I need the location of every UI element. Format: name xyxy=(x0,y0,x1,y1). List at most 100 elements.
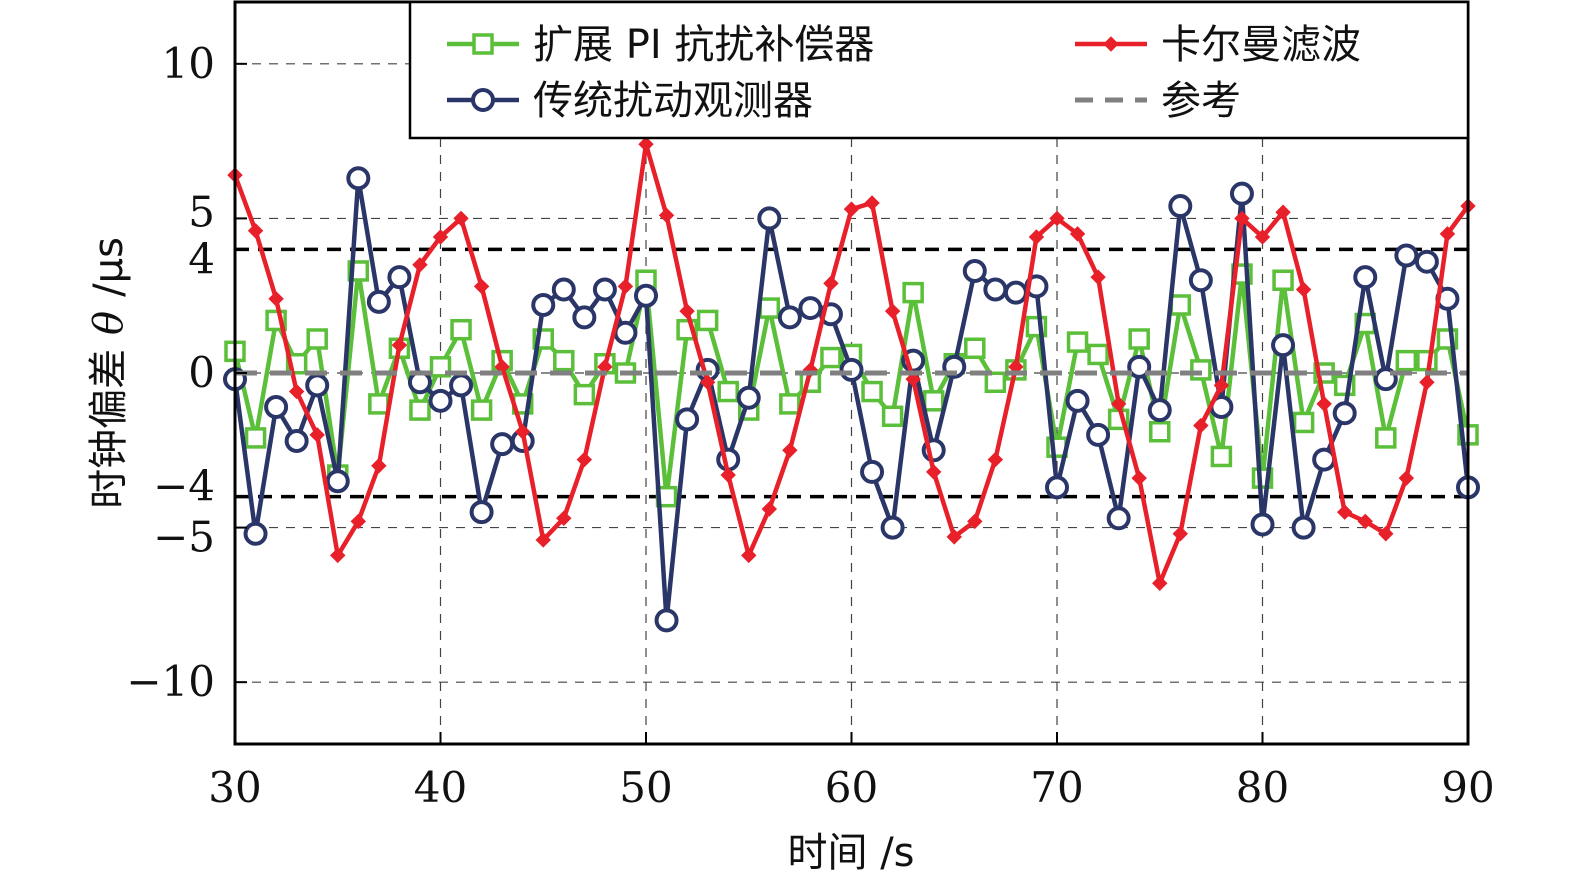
data-point xyxy=(1357,513,1373,530)
data-point xyxy=(1087,343,1109,366)
data-point xyxy=(1272,269,1294,291)
data-point xyxy=(1028,229,1045,245)
data-point xyxy=(1292,411,1315,434)
data-point xyxy=(861,380,883,403)
data-point xyxy=(967,513,983,530)
data-point xyxy=(371,458,387,474)
data-point xyxy=(696,309,719,332)
data-point xyxy=(268,291,284,307)
data-point xyxy=(654,608,679,633)
data-point xyxy=(264,395,289,420)
data-point xyxy=(576,451,593,468)
legend-label: 扩展 PI 抗扰补偿器 xyxy=(533,22,874,68)
data-point xyxy=(1169,294,1192,316)
data-point xyxy=(1213,377,1230,394)
data-point xyxy=(1234,210,1250,227)
data-point xyxy=(288,383,305,400)
data-point xyxy=(1049,210,1065,227)
x-tick-label: 80 xyxy=(1236,763,1289,812)
data-point xyxy=(573,383,596,406)
y-tick-label: −4 xyxy=(153,462,215,511)
data-point xyxy=(658,207,675,224)
data-point xyxy=(679,303,695,319)
data-point xyxy=(1086,422,1111,447)
data-point xyxy=(1250,512,1275,537)
data-point xyxy=(1394,243,1419,268)
data-point xyxy=(387,265,412,290)
series-0 xyxy=(224,260,1479,508)
data-point xyxy=(720,467,736,483)
data-point xyxy=(1398,470,1415,486)
series-1 xyxy=(223,166,1480,633)
data-point xyxy=(1316,396,1332,412)
data-point xyxy=(494,359,510,375)
legend-entry: 传统扰动观测器 xyxy=(447,78,813,124)
data-point xyxy=(1127,354,1152,379)
data-point xyxy=(922,390,945,412)
data-point xyxy=(675,407,700,432)
y-axis-title: 时钟偏差 θ/μs xyxy=(86,237,132,509)
legend-entry: 参考 xyxy=(1075,78,1241,124)
y-tick-label: 10 xyxy=(162,39,215,88)
data-point xyxy=(247,223,264,239)
svg-text:时钟偏差θ/μs: 时钟偏差 θ/μs xyxy=(86,237,132,509)
data-point xyxy=(391,337,408,353)
data-point xyxy=(1395,349,1418,372)
data-point xyxy=(471,88,495,112)
data-point xyxy=(987,451,1004,468)
legend-entry: 扩展 PI 抗扰补偿器 xyxy=(447,22,874,68)
data-point xyxy=(1128,328,1150,350)
data-point xyxy=(1271,333,1296,358)
data-point xyxy=(432,229,449,245)
data-point xyxy=(843,201,860,217)
data-point xyxy=(572,305,597,330)
y-axis-title-symbol: θ xyxy=(86,311,132,335)
data-point xyxy=(535,532,551,548)
data-point xyxy=(350,513,367,530)
data-point xyxy=(1414,249,1439,274)
data-point xyxy=(366,289,391,314)
data-point xyxy=(1106,506,1131,531)
data-point xyxy=(473,278,490,295)
data-point xyxy=(1439,226,1456,242)
data-point xyxy=(305,373,330,398)
data-point xyxy=(1353,265,1378,290)
data-point xyxy=(1188,268,1213,293)
data-point xyxy=(757,206,782,231)
data-point xyxy=(409,399,431,421)
data-point xyxy=(325,469,350,494)
legend-box xyxy=(408,0,1470,140)
legend-label: 卡尔曼滤波 xyxy=(1161,22,1361,68)
data-point xyxy=(864,195,880,211)
x-axis-title: 时间 /s xyxy=(787,830,914,876)
data-point xyxy=(823,275,839,292)
y-tick-label: 0 xyxy=(188,348,215,397)
data-point xyxy=(450,318,472,341)
data-point xyxy=(551,277,576,302)
data-point xyxy=(1336,504,1353,520)
data-point xyxy=(1152,575,1168,591)
data-point xyxy=(1254,229,1271,245)
data-point xyxy=(758,297,781,319)
x-tick-label: 50 xyxy=(619,763,672,812)
data-point xyxy=(469,500,494,525)
y-tick-label: −10 xyxy=(126,657,215,706)
data-point xyxy=(634,283,658,308)
data-point xyxy=(741,547,757,564)
data-point xyxy=(1190,359,1212,381)
data-point xyxy=(1110,396,1127,412)
y-tick-label: −5 xyxy=(153,513,215,562)
data-point xyxy=(1375,427,1397,449)
data-point xyxy=(962,258,987,283)
data-point xyxy=(860,459,885,484)
data-point xyxy=(1066,331,1089,353)
data-point xyxy=(1291,515,1316,540)
data-point xyxy=(1229,181,1254,206)
data-point xyxy=(1065,388,1090,413)
data-point xyxy=(905,371,921,387)
data-point xyxy=(1131,470,1147,486)
series-layer xyxy=(223,136,1480,633)
y-tick-label: 4 xyxy=(188,234,215,283)
data-point xyxy=(946,529,962,545)
